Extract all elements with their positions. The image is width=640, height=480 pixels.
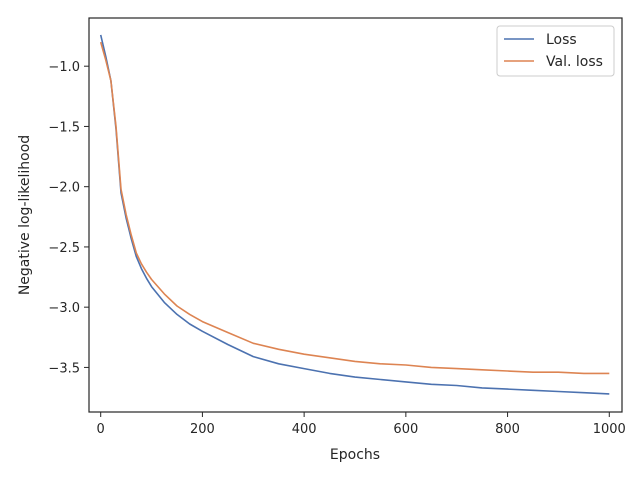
x-axis-label: Epochs — [330, 447, 380, 463]
x-tick-label: 1000 — [593, 422, 626, 437]
series-lines — [99, 34, 610, 395]
y-tick-label: −3.5 — [48, 361, 80, 376]
y-tick-label: −2.0 — [48, 181, 80, 196]
x-tick-label: 200 — [190, 422, 215, 437]
y-tick-label: −3.0 — [48, 301, 80, 316]
y-axis-ticks: −1.0 −1.5 −2.0 −2.5 −3.0 −3.5 — [48, 60, 89, 376]
x-tick-label: 400 — [292, 422, 317, 437]
x-tick-label: 800 — [495, 422, 520, 437]
series-line-loss — [99, 34, 610, 395]
y-tick-label: −1.0 — [48, 60, 80, 75]
x-axis-ticks: 0 200 400 600 800 1000 — [97, 412, 626, 437]
legend-label-loss: Loss — [546, 32, 577, 48]
y-axis-label: Negative log-likelihood — [17, 135, 33, 295]
y-tick-label: −1.5 — [48, 120, 80, 135]
plot-area — [88, 17, 623, 413]
x-tick-label: 600 — [393, 422, 418, 437]
legend-label-val-loss: Val. loss — [546, 54, 603, 70]
series-line-val-loss — [99, 41, 610, 375]
x-tick-label: 0 — [97, 422, 105, 437]
legend: Loss Val. loss — [496, 25, 615, 77]
y-tick-label: −2.5 — [48, 241, 80, 256]
